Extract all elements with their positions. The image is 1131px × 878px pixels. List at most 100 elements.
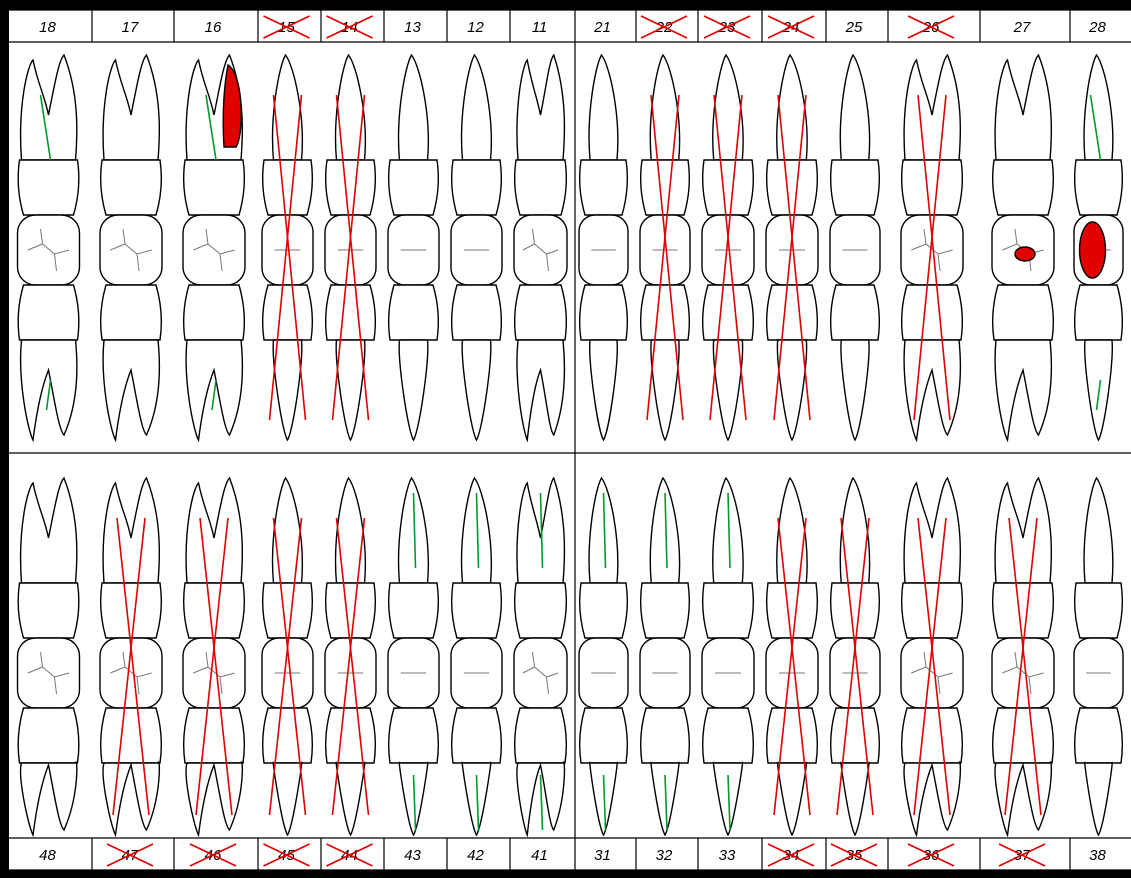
tooth-13[interactable] <box>387 53 440 442</box>
root-canal-line <box>539 774 544 831</box>
tooth-number-38[interactable]: 38 <box>1089 847 1106 864</box>
crown-buccal <box>639 159 691 216</box>
tooth-number-42[interactable]: 42 <box>467 847 484 864</box>
tooth-45[interactable] <box>261 476 314 837</box>
extraction-mark <box>777 94 811 421</box>
root-lower <box>398 339 429 442</box>
root-upper <box>334 53 366 161</box>
root-upper <box>516 53 566 161</box>
root-lower <box>516 761 566 838</box>
tooth-number-41[interactable]: 41 <box>531 847 548 864</box>
tooth-number-28[interactable]: 28 <box>1088 19 1106 36</box>
root-canal-line <box>539 492 544 569</box>
tooth-17[interactable] <box>99 53 163 443</box>
tooth-number-21[interactable]: 21 <box>593 19 611 36</box>
crown-buccal <box>513 159 568 216</box>
restoration-fill <box>1078 221 1107 279</box>
root-upper <box>994 53 1053 161</box>
root-lower <box>589 339 618 442</box>
crown-buccal <box>900 159 964 216</box>
tooth-47[interactable] <box>99 476 163 838</box>
tooth-43[interactable] <box>387 476 440 837</box>
crown-buccal <box>701 159 755 216</box>
root-lower <box>840 339 870 442</box>
extraction-mark <box>777 517 811 816</box>
tooth-37[interactable] <box>991 476 1055 838</box>
crown-buccal <box>639 582 691 639</box>
crown-lingual <box>765 707 819 764</box>
extraction-mark <box>195 517 229 816</box>
crown-buccal <box>991 582 1055 639</box>
tooth-28[interactable] <box>1073 53 1124 442</box>
crown-buccal <box>261 582 314 639</box>
root-upper <box>334 476 366 584</box>
tooth-27[interactable] <box>991 53 1055 443</box>
root-upper <box>460 53 492 161</box>
crown-buccal <box>182 582 246 639</box>
extraction-mark <box>917 94 951 421</box>
crown-lingual <box>99 284 163 341</box>
tooth-number-13[interactable]: 13 <box>404 19 421 36</box>
tooth-number-48[interactable]: 48 <box>39 847 56 864</box>
tooth-number-16[interactable]: 16 <box>205 19 222 36</box>
tooth-41[interactable] <box>513 476 568 838</box>
crown-buccal <box>578 582 629 639</box>
crown-buccal <box>450 159 503 216</box>
tooth-12[interactable] <box>450 53 503 442</box>
tooth-31[interactable] <box>578 476 629 837</box>
tooth-26[interactable] <box>900 53 964 443</box>
tooth-15[interactable] <box>261 53 314 442</box>
fissure-lines <box>193 651 235 695</box>
missing-mark <box>767 843 815 867</box>
fissure-lines <box>110 651 152 695</box>
crown-lingual <box>17 284 80 341</box>
restoration-fill <box>1014 246 1036 262</box>
tooth-number-12[interactable]: 12 <box>467 19 484 36</box>
tooth-38[interactable] <box>1073 476 1124 837</box>
tooth-number-17[interactable]: 17 <box>122 19 139 36</box>
tooth-34[interactable] <box>765 476 819 837</box>
root-canal-line <box>1095 379 1102 411</box>
missing-mark <box>640 15 688 39</box>
tooth-number-27[interactable]: 27 <box>1013 19 1031 36</box>
tooth-48[interactable] <box>16 476 81 838</box>
tooth-number-18[interactable]: 18 <box>39 19 56 36</box>
tooth-21[interactable] <box>578 53 629 442</box>
fissure-lines <box>193 228 235 272</box>
crown-buccal <box>99 159 163 216</box>
root-upper <box>185 476 244 584</box>
tooth-number-11[interactable]: 11 <box>532 19 548 36</box>
missing-mark <box>998 843 1046 867</box>
tooth-35[interactable] <box>829 476 881 837</box>
tooth-14[interactable] <box>324 53 377 442</box>
root-lower <box>712 762 744 837</box>
tooth-46[interactable] <box>182 476 246 838</box>
crown-lingual <box>182 707 246 764</box>
root-upper <box>903 476 962 584</box>
tooth-42[interactable] <box>450 476 503 837</box>
occlusal-surface <box>513 214 568 286</box>
tooth-33[interactable] <box>701 476 755 837</box>
tooth-number-43[interactable]: 43 <box>404 847 421 864</box>
tooth-24[interactable] <box>765 53 819 442</box>
tooth-23[interactable] <box>701 53 755 442</box>
tooth-22[interactable] <box>639 53 691 442</box>
root-lower <box>102 339 161 443</box>
crown-buccal <box>513 582 568 639</box>
root-lower <box>994 339 1053 443</box>
tooth-36[interactable] <box>900 476 964 838</box>
missing-mark <box>326 843 373 867</box>
root-lower <box>272 762 303 837</box>
tooth-11[interactable] <box>513 53 568 443</box>
tooth-number-31[interactable]: 31 <box>594 847 611 864</box>
extraction-mark <box>913 94 947 421</box>
tooth-number-33[interactable]: 33 <box>719 847 736 864</box>
tooth-25[interactable] <box>829 53 881 442</box>
tooth-number-25[interactable]: 25 <box>845 19 863 36</box>
tooth-32[interactable] <box>639 476 691 837</box>
tooth-18[interactable] <box>16 53 81 443</box>
tooth-number-32[interactable]: 32 <box>656 847 673 864</box>
tooth-16[interactable] <box>182 53 246 443</box>
tooth-44[interactable] <box>324 476 377 837</box>
